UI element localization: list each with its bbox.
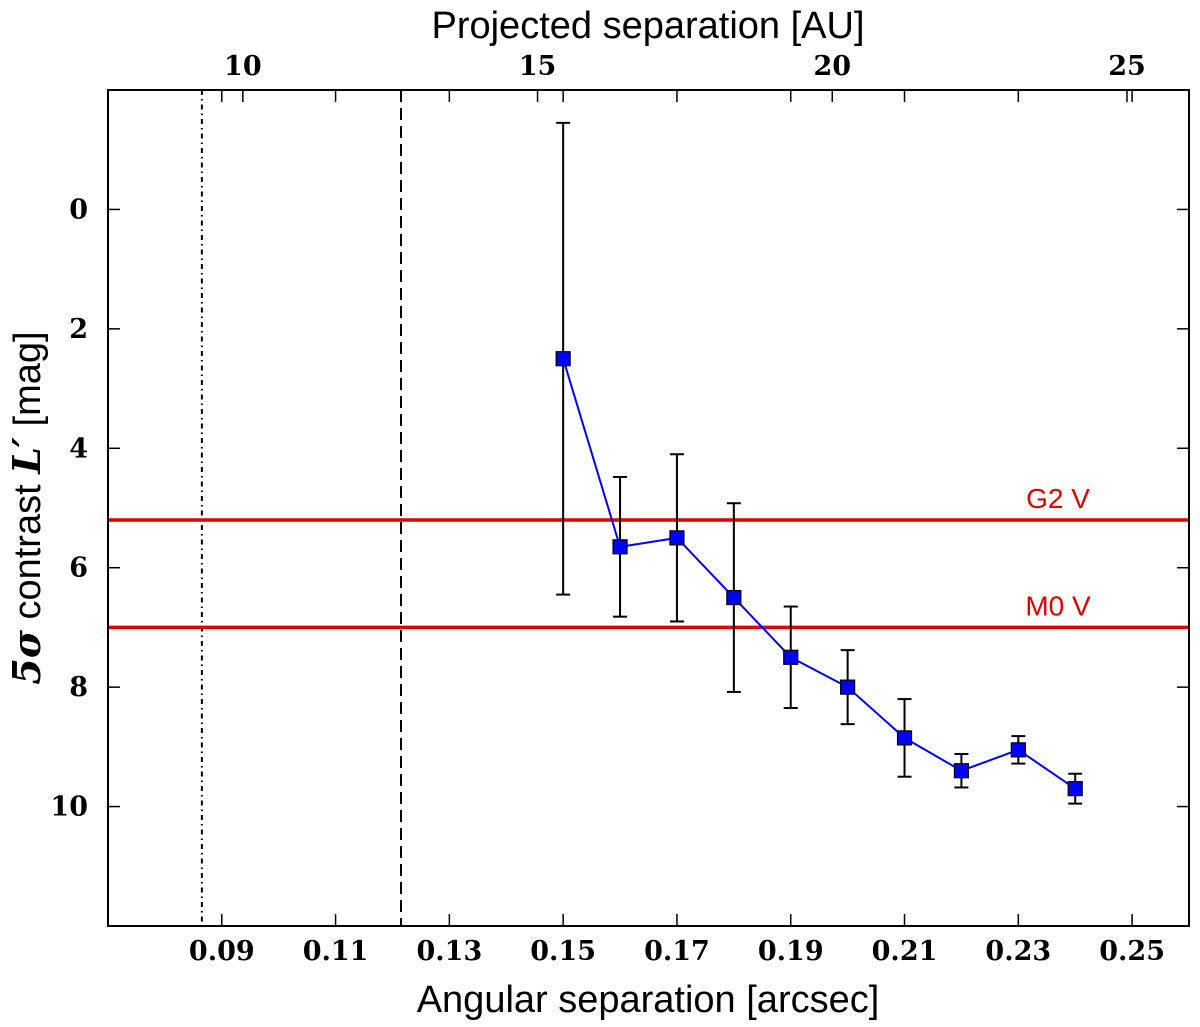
y-axis-title-suffix: [mag] bbox=[7, 331, 49, 437]
x-tick-label-7: 0.23 bbox=[985, 936, 1051, 967]
y-axis-title-symbol: L′ bbox=[4, 437, 49, 475]
x-tick-label-8: 0.25 bbox=[1099, 936, 1165, 967]
series-line-0 bbox=[562, 358, 1076, 790]
data-point-2 bbox=[669, 530, 685, 546]
data-point-3 bbox=[726, 589, 742, 606]
x-tick-label-1: 0.11 bbox=[303, 936, 369, 967]
x-tick-label-2: 0.13 bbox=[416, 936, 482, 967]
data-point-9 bbox=[1067, 781, 1083, 797]
y-tick-label-0: 0 bbox=[69, 194, 88, 225]
hline-label-0: G2 V bbox=[1026, 483, 1090, 514]
y-axis-title-prefix: 5σ bbox=[4, 629, 49, 684]
data-point-1 bbox=[612, 539, 628, 555]
reference-lines: G2 V M0 V bbox=[108, 90, 1189, 926]
y-tick-label-1: 2 bbox=[69, 314, 88, 345]
data-point-8 bbox=[1010, 742, 1026, 758]
hline-label-1: M0 V bbox=[1025, 590, 1091, 621]
x-tick-label-0: 0.09 bbox=[189, 936, 255, 967]
y-tick-label-4: 8 bbox=[69, 672, 88, 703]
data-point-5 bbox=[840, 679, 856, 695]
x2-tick-label-2: 20 bbox=[813, 51, 851, 82]
axis-tick-labels: 0.09 0.11 0.13 0.15 0.17 0.19 0.21 0.23 0.25 10 15… bbox=[50, 51, 1165, 967]
data-markers bbox=[555, 351, 1083, 797]
plot-frame bbox=[107, 89, 1190, 927]
x2-tick-label-1: 15 bbox=[519, 51, 557, 82]
data-point-4 bbox=[783, 649, 799, 665]
data-point-7 bbox=[953, 763, 970, 779]
y-tick-label-2: 4 bbox=[69, 433, 88, 464]
y-tick-label-5: 10 bbox=[50, 792, 88, 823]
data-point-6 bbox=[896, 730, 913, 746]
y-axis-title-middle: contrast bbox=[7, 474, 49, 630]
top-axis-title: Projected separation [AU] bbox=[431, 5, 864, 47]
error-bars bbox=[556, 121, 1083, 805]
x-tick-label-5: 0.19 bbox=[758, 936, 824, 967]
data-point-0 bbox=[555, 351, 571, 367]
x-tick-label-3: 0.15 bbox=[530, 936, 596, 967]
y-tick-label-3: 6 bbox=[69, 553, 88, 584]
x2-tick-label-0: 10 bbox=[224, 51, 262, 82]
x-axis-title: Angular separation [arcsec] bbox=[417, 979, 880, 1021]
series-line-group bbox=[562, 358, 1076, 790]
y-axis-title: 5σ contrast L′ [mag] bbox=[4, 331, 49, 684]
x2-tick-label-3: 25 bbox=[1108, 51, 1146, 82]
x-tick-label-6: 0.21 bbox=[872, 936, 938, 967]
axis-ticks bbox=[108, 90, 1189, 926]
x-tick-label-4: 0.17 bbox=[644, 936, 710, 967]
